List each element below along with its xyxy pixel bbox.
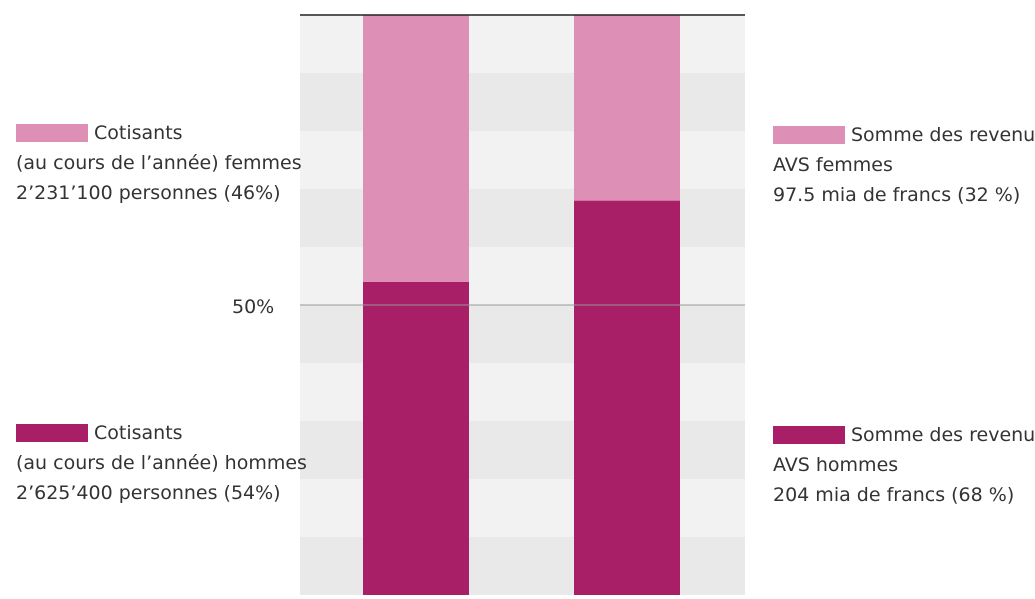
bar-segment-femmes-2 [574, 15, 680, 201]
legend-cotisants-femmes: Cotisants (au cours de l’année) femmes 2… [16, 118, 302, 208]
legend-value: 204 mia de francs (68 %) [773, 484, 1015, 506]
legend-subtitle: (au cours de l’année) hommes [16, 452, 307, 474]
legend-value: 2’231’100 personnes (46%) [16, 182, 281, 204]
legend-value: 2’625’400 personnes (54%) [16, 482, 281, 504]
legend-subtitle: AVS femmes [773, 154, 893, 176]
legend-value: 97.5 mia de francs (32 %) [773, 184, 1021, 206]
legend-revenus-hommes: Somme des revenus AVS hommes 204 mia de … [773, 420, 1035, 510]
legend-swatch-hommes [16, 424, 88, 442]
legend-title: Cotisants [94, 422, 183, 444]
legend-swatch-hommes [773, 426, 845, 444]
legend-swatch-femmes [773, 126, 845, 144]
bar-segment-hommes-2 [574, 200, 680, 595]
legend-title: Somme des revenus [851, 424, 1035, 446]
legend-revenus-femmes: Somme des revenus AVS femmes 97.5 mia de… [773, 120, 1035, 210]
legend-swatch-femmes [16, 124, 88, 142]
bar-segment-hommes-1 [363, 281, 469, 595]
reference-line-label: 50% [232, 296, 275, 318]
legend-subtitle: AVS hommes [773, 454, 899, 476]
bar-segment-femmes-1 [363, 15, 469, 282]
legend-cotisants-hommes: Cotisants (au cours de l’année) hommes 2… [16, 418, 307, 508]
legend-title: Cotisants [94, 122, 183, 144]
legend-title: Somme des revenus [851, 124, 1035, 146]
legend-subtitle: (au cours de l’année) femmes [16, 152, 302, 174]
